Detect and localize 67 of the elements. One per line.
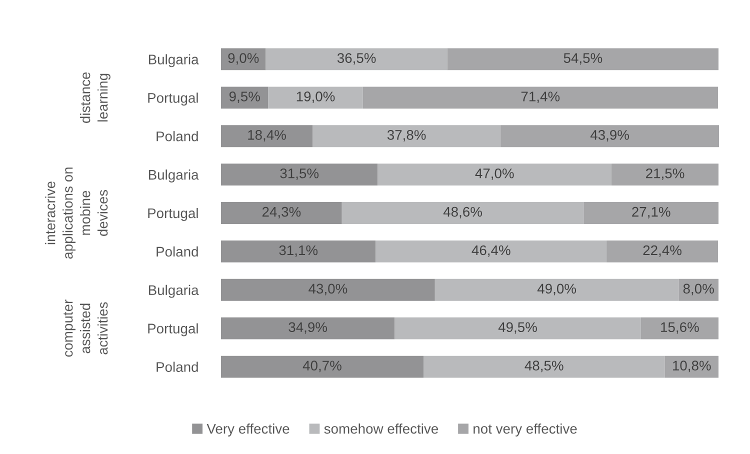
y-tick-label: Portugal (148, 92, 198, 106)
legend-label: somehow effective (324, 424, 438, 434)
bar (376, 240, 607, 262)
data-label: 54,5% (564, 53, 602, 65)
data-label: 40,7% (302, 360, 342, 372)
bar (606, 240, 718, 262)
bar (221, 278, 435, 301)
bar (221, 317, 395, 340)
text: interacrive applications on mobine devices (45, 168, 108, 259)
data-label: 15,6% (661, 322, 699, 334)
data-label: 27,1% (632, 206, 670, 218)
data-label: 43,0% (308, 284, 348, 296)
bar (378, 164, 612, 186)
data-label: 31,5% (280, 168, 319, 180)
bar (434, 278, 679, 301)
bar (221, 356, 424, 378)
bar (612, 164, 718, 186)
y-tick-label: Poland (156, 131, 198, 142)
y-tick-label: Portugal (148, 323, 198, 336)
data-label: 8,0% (683, 284, 714, 296)
bar (221, 240, 376, 262)
bar (678, 278, 718, 301)
data-label: 47,0% (475, 168, 514, 180)
y-tick-label: Bulgaria (148, 170, 199, 182)
data-label: 43,9% (590, 130, 629, 142)
y-tick-label: Bulgaria (148, 54, 199, 68)
legend-label: Very effective (206, 424, 290, 436)
data-label: 24,3% (262, 206, 301, 218)
data-label: 71,4% (521, 92, 560, 104)
y-tick-label: Poland (156, 362, 198, 372)
data-label: 9,0% (228, 53, 259, 65)
data-label: 48,5% (524, 360, 564, 372)
bar (221, 202, 342, 224)
y-tick-label: Bulgaria (148, 284, 199, 298)
text: computer assisted activities (64, 300, 108, 357)
data-label: 37,8% (387, 130, 426, 142)
bar (312, 125, 501, 148)
data-label: 46,4% (472, 245, 510, 257)
data-label: 21,5% (646, 168, 684, 180)
bar (221, 86, 268, 109)
bar (640, 317, 718, 340)
legend-label: not very effective (474, 424, 577, 436)
data-label: 19,0% (296, 92, 335, 104)
data-label: 34,9% (288, 322, 328, 334)
bar (221, 164, 378, 186)
bar (342, 202, 584, 224)
data-label: 31,1% (279, 245, 318, 257)
bar (423, 356, 665, 378)
bar (362, 86, 718, 109)
data-label: 10,8% (673, 360, 711, 372)
data-label: 22,4% (643, 245, 682, 257)
text: distance learning (80, 72, 110, 123)
bar (266, 48, 448, 70)
data-label: 49,0% (537, 284, 576, 296)
bar (268, 86, 363, 109)
data-label: 9,5% (229, 92, 260, 104)
bar (221, 125, 313, 148)
data-label: 49,5% (498, 322, 537, 334)
bar (447, 48, 718, 70)
y-tick-label: Poland (156, 246, 198, 257)
bar (500, 125, 719, 148)
data-label: 48,6% (443, 206, 482, 218)
bar (584, 202, 718, 224)
bar (394, 317, 641, 340)
data-label: 18,4% (248, 130, 286, 142)
data-label: 36,5% (337, 53, 376, 65)
y-tick-label: Portugal (148, 208, 198, 221)
